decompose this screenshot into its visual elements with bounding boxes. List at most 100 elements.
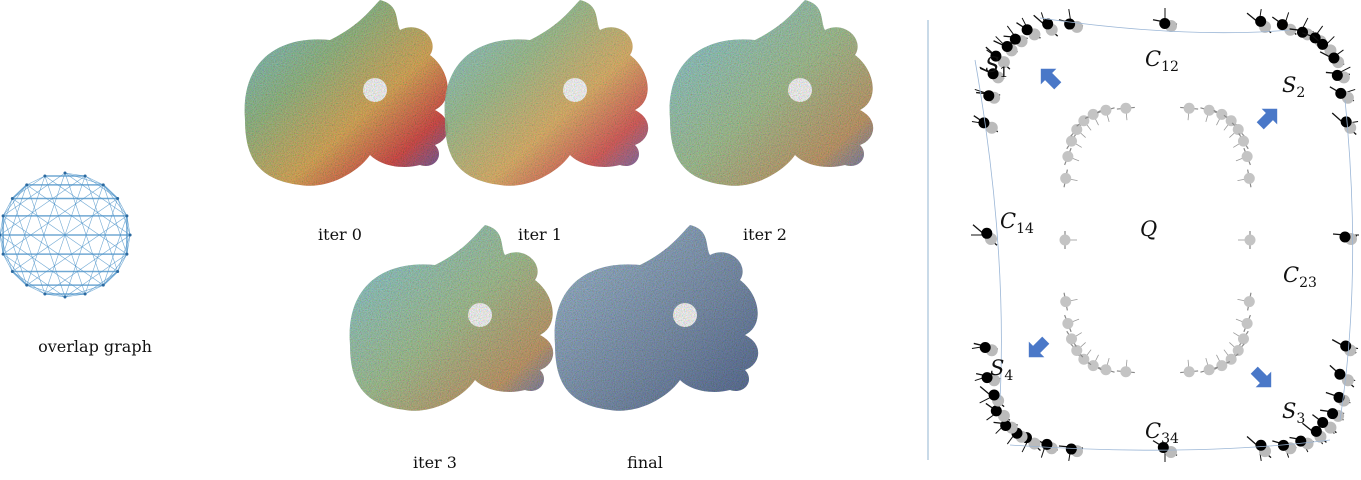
inner-point bbox=[1100, 105, 1111, 116]
point bbox=[1277, 19, 1288, 30]
label-sub: 4 bbox=[1004, 368, 1013, 384]
inner-point bbox=[1100, 364, 1111, 375]
inner-point bbox=[1078, 354, 1089, 365]
mesh-final bbox=[555, 225, 759, 411]
edge bbox=[118, 199, 127, 216]
edge bbox=[65, 173, 127, 216]
edge bbox=[27, 173, 65, 285]
node bbox=[84, 175, 87, 178]
edge bbox=[65, 173, 103, 285]
inner-point bbox=[1088, 360, 1099, 371]
node bbox=[125, 214, 128, 217]
point bbox=[1332, 70, 1343, 81]
point bbox=[1340, 232, 1351, 243]
point bbox=[1064, 19, 1075, 30]
label-sub: 3 bbox=[1296, 411, 1305, 427]
node bbox=[129, 234, 132, 237]
figure: overlap graph iter 0 iter 1 iter 2 iter … bbox=[0, 0, 1361, 476]
overlap-graph bbox=[0, 172, 132, 299]
point bbox=[1066, 444, 1077, 455]
caption: iter 1 bbox=[518, 225, 562, 244]
inner-point bbox=[1204, 364, 1215, 375]
inner-point bbox=[1216, 360, 1227, 371]
edge bbox=[85, 176, 118, 199]
edge bbox=[12, 176, 45, 199]
node bbox=[116, 197, 119, 200]
node bbox=[84, 292, 87, 295]
label-main: S bbox=[990, 356, 1004, 380]
edge bbox=[12, 271, 45, 294]
point bbox=[991, 405, 1002, 416]
point bbox=[1297, 27, 1308, 38]
arrow bbox=[1246, 362, 1279, 395]
label: C14 bbox=[1000, 209, 1034, 237]
edge bbox=[3, 199, 12, 216]
node bbox=[102, 284, 105, 287]
edge bbox=[27, 185, 65, 297]
node bbox=[43, 175, 46, 178]
mesh-iter1 bbox=[445, 0, 649, 186]
inner-point bbox=[1060, 235, 1071, 246]
point bbox=[981, 228, 992, 239]
point bbox=[1335, 88, 1346, 99]
label: S3 bbox=[1282, 399, 1305, 427]
point bbox=[1010, 34, 1021, 45]
inner-point bbox=[1120, 366, 1131, 377]
point bbox=[1317, 39, 1328, 50]
inner-point bbox=[1060, 173, 1071, 184]
caption: iter 2 bbox=[743, 225, 787, 244]
arrow bbox=[1021, 332, 1054, 365]
label-main: C bbox=[1000, 209, 1016, 233]
edge bbox=[0, 235, 12, 271]
point bbox=[1340, 341, 1351, 352]
node bbox=[25, 284, 28, 287]
inner-point bbox=[1238, 333, 1249, 344]
label-sub: 34 bbox=[1161, 431, 1179, 447]
label-main: S bbox=[985, 53, 999, 77]
inner-point bbox=[1238, 136, 1249, 147]
inner-point bbox=[1244, 173, 1255, 184]
edge bbox=[85, 271, 118, 294]
label: C34 bbox=[1145, 419, 1179, 447]
mesh-iter3 bbox=[350, 225, 554, 411]
inner-point bbox=[1120, 103, 1131, 114]
node bbox=[43, 292, 46, 295]
label-main: C bbox=[1145, 419, 1161, 443]
inner-point bbox=[1071, 345, 1082, 356]
inner-point bbox=[1184, 366, 1195, 377]
edge bbox=[27, 216, 127, 285]
point bbox=[989, 389, 1000, 400]
inner-point bbox=[1242, 318, 1253, 329]
label-sub: 12 bbox=[1161, 59, 1179, 75]
edge bbox=[118, 254, 127, 271]
point bbox=[1041, 439, 1052, 450]
point bbox=[1327, 408, 1338, 419]
node bbox=[102, 183, 105, 186]
edge bbox=[65, 254, 127, 297]
edge bbox=[3, 254, 27, 285]
inner-point bbox=[1226, 115, 1237, 126]
point bbox=[978, 117, 989, 128]
node bbox=[11, 197, 14, 200]
label-main: S bbox=[1282, 73, 1296, 97]
mesh-iter0 bbox=[245, 0, 449, 186]
point bbox=[983, 90, 994, 101]
caption: overlap graph bbox=[38, 337, 152, 356]
label-sub: 14 bbox=[1016, 221, 1034, 237]
inner-point bbox=[1062, 318, 1073, 329]
point bbox=[1295, 436, 1306, 447]
point bbox=[1341, 116, 1352, 127]
node bbox=[116, 270, 119, 273]
node bbox=[64, 296, 67, 299]
inner-point bbox=[1216, 109, 1227, 120]
edge bbox=[0, 199, 12, 235]
caption: iter 3 bbox=[413, 453, 457, 472]
node bbox=[125, 253, 128, 256]
label: C23 bbox=[1283, 263, 1317, 291]
label-sub: 2 bbox=[1296, 85, 1305, 101]
point bbox=[1042, 18, 1053, 29]
point bbox=[1328, 53, 1339, 64]
inner-point bbox=[1233, 124, 1244, 135]
arrow bbox=[1033, 61, 1066, 94]
point bbox=[1255, 440, 1266, 451]
